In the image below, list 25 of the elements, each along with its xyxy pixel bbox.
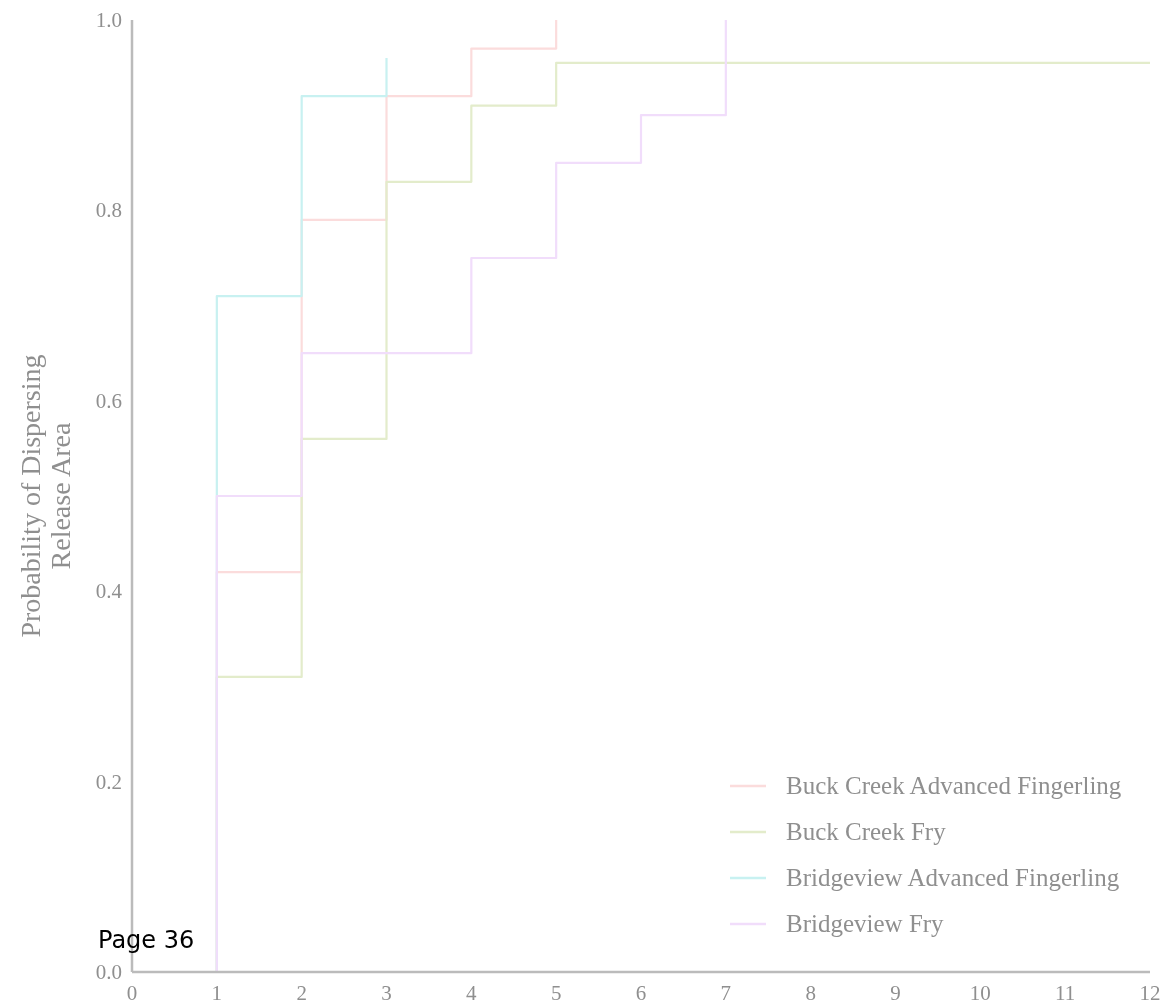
annotation: Page 36: [98, 926, 195, 954]
x-tick-label: 7: [720, 981, 732, 1005]
y-tick-label: 1.0: [95, 8, 122, 32]
x-tick-label: 1: [211, 981, 223, 1005]
y-tick-label: 0.0: [95, 960, 122, 984]
x-tick-label: 3: [381, 981, 392, 1005]
x-tick-label: 6: [635, 981, 647, 1005]
y-tick-label: 0.8: [95, 198, 122, 223]
y-tick-label: 0.4: [95, 579, 123, 604]
x-tick-label: 10: [969, 981, 991, 1005]
x-tick-label: 2: [296, 981, 307, 1005]
x-tick-label: 5: [550, 981, 562, 1005]
x-tick-label: 11: [1055, 981, 1076, 1005]
x-tick-label: 12: [1139, 981, 1161, 1005]
legend-label: Buck Creek Advanced Fingerling: [786, 772, 1122, 799]
legend-label: Buck Creek Fry: [786, 818, 947, 845]
x-tick-label: 8: [805, 981, 816, 1005]
x-tick-label: 4: [466, 981, 478, 1005]
y-tick-label: 0.2: [95, 769, 122, 794]
x-tick-label: 0: [126, 981, 138, 1005]
legend-label: Bridgeview Fry: [786, 910, 945, 937]
legend-label: Bridgeview Advanced Fingerling: [786, 864, 1120, 891]
y-axis-title: Probability of Dispersing Release Area: [15, 354, 76, 638]
x-tick-label: 9: [890, 981, 901, 1005]
y-tick-label: 0.6: [95, 388, 122, 413]
